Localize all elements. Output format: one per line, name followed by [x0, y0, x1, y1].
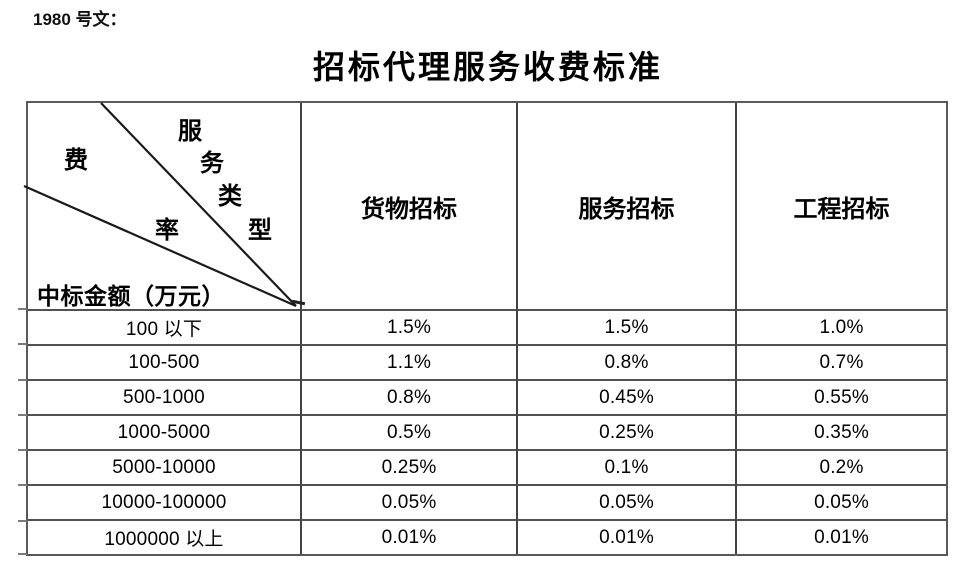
doc-ref: 1980 号文： [33, 10, 127, 29]
cell-value: 0.8% [516, 344, 735, 379]
cell-value: 0.7% [735, 344, 946, 379]
row-range: 1000000 以上 [28, 519, 300, 554]
row-gridline-tick [18, 343, 27, 345]
cell-value: 0.35% [735, 414, 946, 449]
row-gridline-tick [18, 484, 27, 486]
row-gridline-tick [18, 449, 27, 451]
cell-value: 0.25% [300, 449, 516, 484]
corner-amount-label: 中标金额（万元） [37, 283, 225, 310]
row-range: 10000-100000 [28, 484, 300, 519]
row-range: 100-500 [28, 344, 300, 379]
cell-value: 0.1% [516, 449, 735, 484]
row-gridline-tick [18, 553, 27, 555]
cell-value: 0.8% [300, 379, 516, 414]
row-gridline-tick [18, 520, 27, 522]
cell-value: 0.55% [735, 379, 946, 414]
row-range: 100 以下 [28, 309, 300, 344]
column-header-service: 服务招标 [516, 103, 735, 309]
cell-value: 1.0% [735, 309, 946, 344]
corner-rate-char-1: 费 [64, 145, 88, 174]
diagonal-divider-lines [23, 102, 297, 308]
row-gridline-tick [18, 379, 27, 381]
corner-type-char-1: 服 [178, 116, 202, 145]
corner-type-char-2: 务 [200, 148, 224, 177]
cell-value: 0.01% [735, 519, 946, 554]
cell-value: 0.2% [735, 449, 946, 484]
cell-value: 0.01% [516, 519, 735, 554]
row-range: 5000-10000 [28, 449, 300, 484]
fee-table: 费 服 务 类 型 率 中标金额（万元） 货物招标 服务招标 工程招标 100 … [23, 101, 948, 556]
cell-value: 0.05% [735, 484, 946, 519]
cell-value: 1.1% [300, 344, 516, 379]
cell-value: 0.05% [516, 484, 735, 519]
cell-value: 0.05% [300, 484, 516, 519]
cell-value: 0.5% [300, 414, 516, 449]
cell-value: 1.5% [300, 309, 516, 344]
cell-value: 0.01% [300, 519, 516, 554]
page-title: 招标代理服务收费标准 [312, 48, 663, 86]
row-range: 1000-5000 [28, 414, 300, 449]
row-gridline-tick [18, 414, 27, 416]
row-gridline-tick [18, 308, 27, 310]
column-header-goods: 货物招标 [300, 103, 516, 309]
row-range: 500-1000 [28, 379, 300, 414]
cell-value: 1.5% [516, 309, 735, 344]
corner-rate-char-2: 率 [155, 215, 179, 244]
cell-value: 0.25% [516, 414, 735, 449]
column-header-engineering: 工程招标 [735, 103, 946, 309]
cell-value: 0.45% [516, 379, 735, 414]
corner-type-char-3: 类 [218, 181, 242, 210]
corner-header-cell: 费 服 务 类 型 率 中标金额（万元） [23, 102, 300, 310]
corner-type-char-4: 型 [248, 215, 272, 244]
